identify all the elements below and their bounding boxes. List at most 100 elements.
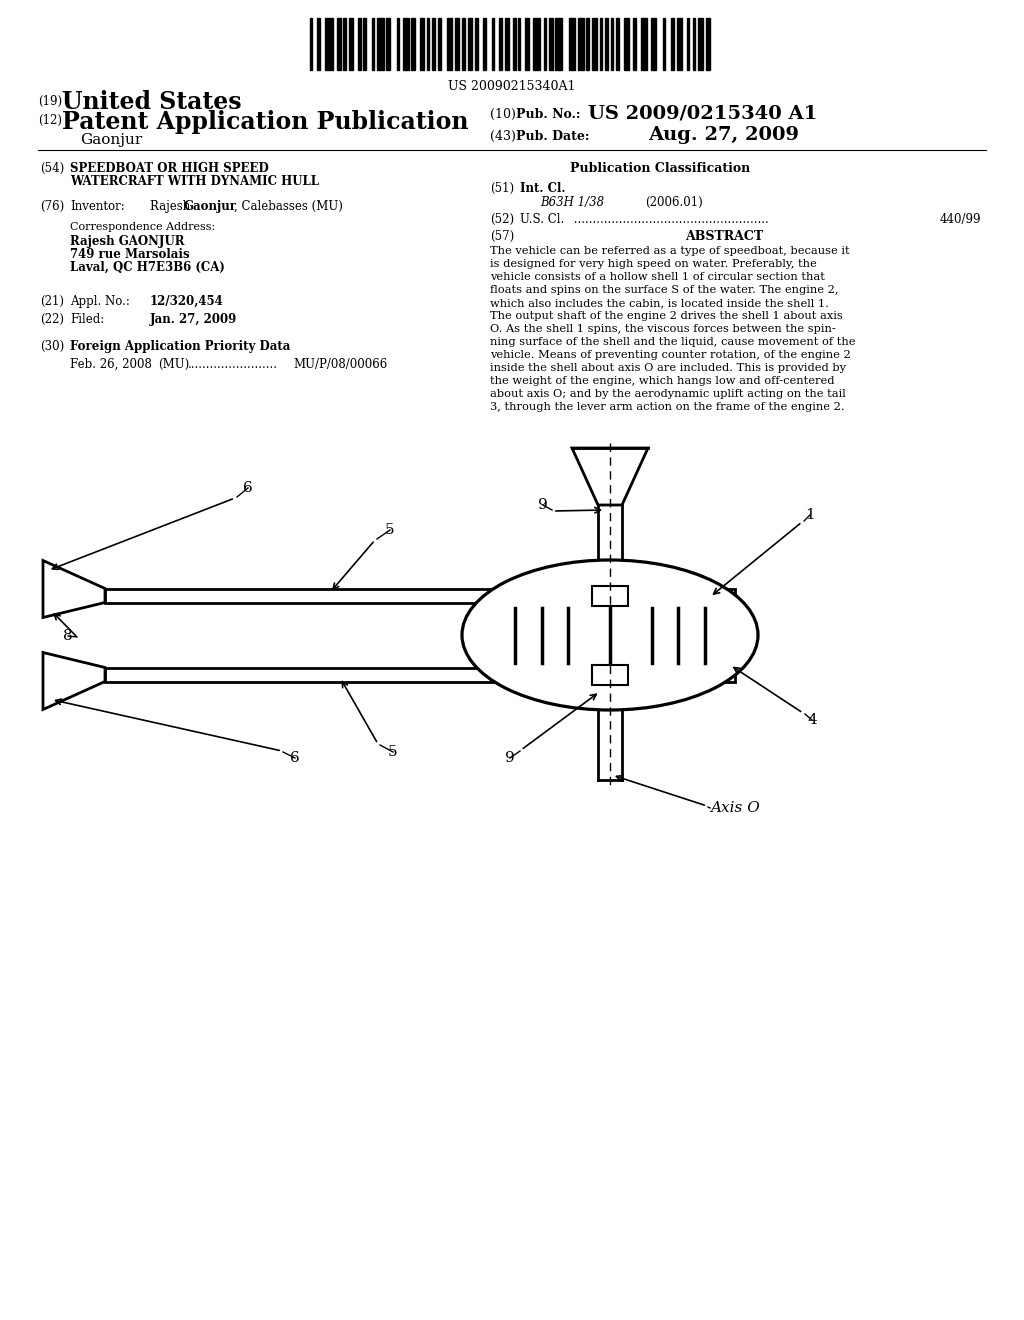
Text: (22): (22) [40,313,63,326]
Text: 5: 5 [385,523,395,537]
Text: (57): (57) [490,230,514,243]
Polygon shape [43,561,105,618]
Text: 749 rue Marsolais: 749 rue Marsolais [70,248,189,261]
Text: (76): (76) [40,201,65,213]
Bar [420,18,424,70]
Text: Axis O: Axis O [710,801,760,814]
Bar [698,18,703,70]
Bar [518,18,520,70]
Bar [651,18,656,70]
Bar [427,18,429,70]
Text: floats and spins on the surface S of the water. The engine 2,: floats and spins on the surface S of the… [490,285,839,294]
Text: Gaonjur: Gaonjur [183,201,236,213]
Text: the weight of the engine, which hangs low and off-centered: the weight of the engine, which hangs lo… [490,376,835,385]
Text: (21): (21) [40,294,63,308]
Bar [455,18,459,70]
Text: Patent Application Publication: Patent Application Publication [62,110,469,135]
Bar [605,18,608,70]
Bar [397,18,399,70]
Text: , Calebasses (MU): , Calebasses (MU) [234,201,343,213]
Text: Pub. Date:: Pub. Date: [516,129,590,143]
Bar [687,18,689,70]
Bar [343,18,346,70]
Bar [349,18,353,70]
Text: 9: 9 [505,751,515,766]
Bar [534,18,540,70]
Bar [592,586,628,606]
Text: SPEEDBOAT OR HIGH SPEED: SPEEDBOAT OR HIGH SPEED [70,162,268,176]
Text: Appl. No.:: Appl. No.: [70,294,130,308]
Bar [386,18,390,70]
Polygon shape [572,447,648,506]
Text: 6: 6 [290,751,300,766]
Bar [372,18,374,70]
Bar [693,18,695,70]
Bar [624,18,629,70]
Text: (19): (19) [38,95,62,108]
Text: Aug. 27, 2009: Aug. 27, 2009 [648,125,799,144]
Text: Int. Cl.: Int. Cl. [520,182,565,195]
Bar [677,18,682,70]
Bar [438,18,441,70]
Text: ABSTRACT: ABSTRACT [685,230,763,243]
Bar [555,18,562,70]
Bar [377,18,384,70]
Text: (12): (12) [38,114,62,127]
Text: vehicle. Means of preventing counter rotation, of the engine 2: vehicle. Means of preventing counter rot… [490,350,851,360]
Bar [337,18,341,70]
Text: (10): (10) [490,108,516,121]
Text: Pub. No.:: Pub. No.: [516,108,581,121]
Text: Laval, QC H7E3B6 (CA): Laval, QC H7E3B6 (CA) [70,261,225,275]
Text: (43): (43) [490,129,516,143]
Text: (51): (51) [490,182,514,195]
Text: (54): (54) [40,162,65,176]
Bar [578,18,584,70]
Bar [310,18,312,70]
Bar [411,18,415,70]
Text: (52): (52) [490,213,514,226]
Bar [403,18,409,70]
Text: is designed for very high speed on water. Preferably, the: is designed for very high speed on water… [490,259,817,269]
Text: U.S. Cl.: U.S. Cl. [520,213,564,226]
Text: Rajesh GAONJUR: Rajesh GAONJUR [70,235,184,248]
Bar [600,18,602,70]
Text: about axis O; and by the aerodynamic uplift acting on the tail: about axis O; and by the aerodynamic upl… [490,389,846,399]
Text: US 20090215340A1: US 20090215340A1 [449,81,575,92]
Bar [569,18,575,70]
Text: 8: 8 [63,630,73,643]
Ellipse shape [462,560,758,710]
Text: Rajesh: Rajesh [150,201,194,213]
Text: Foreign Application Priority Data: Foreign Application Priority Data [70,341,291,352]
Bar [462,18,465,70]
Bar [499,18,502,70]
Bar [447,18,452,70]
Text: The vehicle can be referred as a type of speedboat, because it: The vehicle can be referred as a type of… [490,246,850,256]
Text: 1: 1 [805,508,815,521]
Text: ning surface of the shell and the liquid, cause movement of the: ning surface of the shell and the liquid… [490,337,855,347]
Text: Correspondence Address:: Correspondence Address: [70,222,215,232]
Text: United States: United States [62,90,242,114]
Text: WATERCRAFT WITH DYNAMIC HULL: WATERCRAFT WITH DYNAMIC HULL [70,176,319,187]
Text: (2006.01): (2006.01) [645,195,702,209]
Text: ....................................................: ........................................… [570,213,769,226]
Bar [611,18,613,70]
Bar [483,18,486,70]
Text: Publication Classification: Publication Classification [570,162,751,176]
Text: US 2009/0215340 A1: US 2009/0215340 A1 [588,104,817,121]
Text: Feb. 26, 2008: Feb. 26, 2008 [70,358,152,371]
Bar [492,18,494,70]
Bar [432,18,435,70]
Text: Filed:: Filed: [70,313,104,326]
Bar [505,18,509,70]
Text: which also includes the cabin, is located inside the shell 1.: which also includes the cabin, is locate… [490,298,828,308]
Text: 6: 6 [243,480,253,495]
Text: Jan. 27, 2009: Jan. 27, 2009 [150,313,238,326]
Text: Inventor:: Inventor: [70,201,125,213]
Bar [671,18,674,70]
Bar [362,18,366,70]
Text: 5: 5 [388,744,397,759]
Text: vehicle consists of a hollow shell 1 of circular section that: vehicle consists of a hollow shell 1 of … [490,272,825,282]
Bar [592,18,597,70]
Bar [358,18,361,70]
Bar [105,668,735,681]
